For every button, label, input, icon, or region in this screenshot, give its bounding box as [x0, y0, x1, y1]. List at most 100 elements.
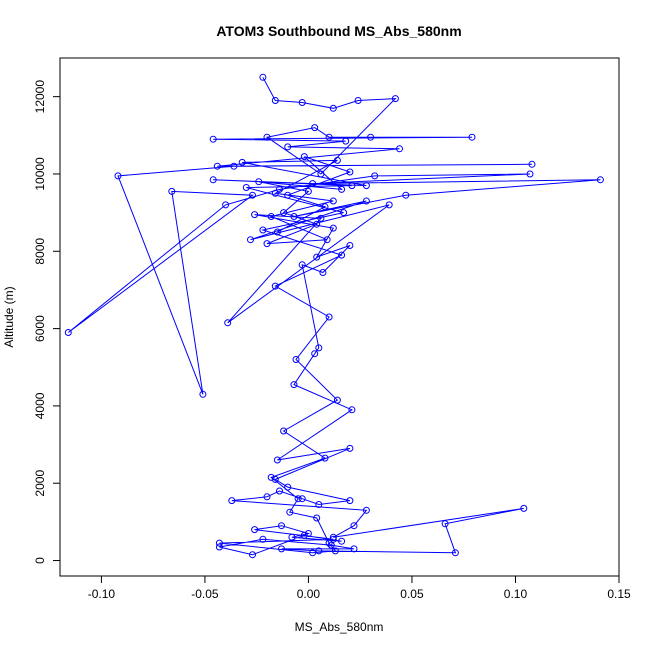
data-point [278, 522, 285, 530]
data-point [284, 143, 292, 151]
data-point [114, 172, 122, 180]
data-point [371, 172, 379, 180]
data-point [213, 162, 221, 170]
data-point [238, 158, 246, 166]
x-axis-label: MS_Abs_580nm [295, 620, 384, 634]
data-point [346, 444, 354, 452]
data-point [346, 168, 354, 176]
data-point [313, 220, 321, 228]
data-point [350, 545, 358, 553]
data-point [309, 549, 317, 557]
data-point [280, 427, 288, 435]
data-point [199, 390, 207, 398]
data-point [273, 228, 281, 236]
data-point [247, 236, 254, 244]
data-point [350, 522, 358, 530]
data-point [325, 133, 333, 141]
data-point [311, 350, 319, 358]
data-point [323, 236, 331, 244]
y-axis-label: Altitude (m) [2, 286, 16, 347]
data-point [362, 197, 370, 205]
data-point [321, 203, 329, 211]
data-point [294, 495, 302, 503]
data-point [385, 201, 393, 209]
data-point [346, 242, 354, 249]
data-point [242, 184, 250, 191]
data-point [209, 135, 217, 143]
data-point [402, 191, 410, 199]
data-point [168, 187, 176, 195]
y-tick-label: 6000 [33, 315, 47, 342]
data-point [278, 545, 285, 553]
data-point [64, 329, 72, 336]
data-point [354, 97, 362, 104]
data-point [396, 145, 403, 153]
y-tick-label: 2000 [33, 470, 47, 497]
data-point [259, 535, 267, 543]
y-axis: 0 2000 4000 6000 8000 10000 12000 [33, 80, 61, 564]
data-point [259, 73, 267, 81]
data-point [304, 187, 312, 195]
data-point [468, 133, 476, 141]
data-point [288, 533, 296, 541]
data-point [313, 514, 321, 522]
data-point [251, 211, 259, 219]
data-point [251, 526, 259, 534]
data-point [271, 189, 279, 197]
data-point [329, 535, 337, 543]
data-point [271, 97, 279, 104]
data-point [224, 319, 232, 327]
data-point [315, 547, 323, 555]
data-point [329, 533, 337, 541]
data-point [276, 487, 283, 495]
data-point [290, 213, 298, 220]
data-point [286, 508, 294, 516]
data-point [346, 497, 354, 505]
data-point [263, 240, 271, 248]
data-point [325, 539, 333, 547]
data-point [300, 153, 308, 161]
data-point [321, 454, 329, 462]
data-point [273, 456, 281, 464]
data-point [331, 547, 339, 555]
x-tick-label: 0.05 [400, 587, 424, 601]
y-tick-label: 10000 [33, 157, 47, 191]
data-point [313, 253, 321, 261]
x-axis: -0.10 -0.05 0.00 0.05 0.10 0.15 [88, 575, 631, 601]
data-point [304, 530, 312, 537]
data-point [329, 197, 337, 205]
data-point [249, 551, 256, 559]
y-tick-label: 8000 [33, 238, 47, 265]
data-point [263, 133, 271, 141]
data-point [391, 95, 399, 103]
data-point [441, 520, 449, 528]
series-line [67, 77, 601, 556]
data-point [267, 473, 275, 481]
data-point [300, 531, 308, 539]
x-tick-label: 0.10 [504, 587, 528, 601]
data-point [348, 406, 356, 414]
data-point [271, 475, 279, 483]
data-point [215, 539, 223, 547]
data-point [290, 381, 298, 389]
data-point [319, 269, 327, 276]
data-point [362, 506, 370, 514]
data-point [329, 224, 337, 232]
data-point [340, 209, 348, 217]
data-point [222, 201, 230, 209]
data-point [526, 170, 534, 178]
data-point [292, 356, 300, 363]
data-point [298, 99, 306, 106]
data-point [309, 180, 317, 188]
data-point [338, 537, 346, 545]
data-point [329, 104, 337, 112]
data-point [520, 504, 528, 512]
data-point [280, 209, 288, 217]
data-point [315, 344, 323, 352]
data-point [255, 178, 263, 186]
data-point [228, 497, 236, 505]
data-point [284, 191, 292, 199]
data-point [259, 226, 267, 234]
data-point [276, 185, 283, 193]
